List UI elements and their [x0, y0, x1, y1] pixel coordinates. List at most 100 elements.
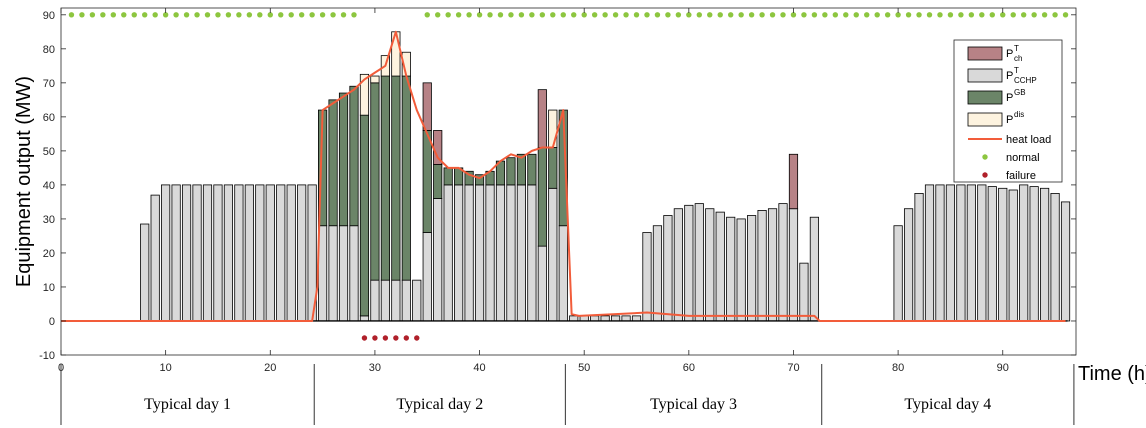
normal-dot-h20 — [267, 12, 273, 18]
bar-P_GB-h27 — [338, 92, 349, 227]
normal-dot-h47 — [550, 12, 556, 18]
bar-P_dis-h29 — [359, 73, 370, 116]
normal-dot-h17 — [236, 12, 242, 18]
bar-P_CCHP_T-h46 — [537, 245, 547, 322]
legend-label-normal: normal — [1006, 152, 1040, 164]
x-tick-label: 90 — [997, 362, 1009, 374]
y-tick-label: 40 — [43, 180, 55, 192]
bar-P_CCHP_T-h95 — [1050, 193, 1060, 322]
normal-dot-h84 — [937, 12, 943, 18]
normal-dot-h73 — [822, 12, 828, 18]
bar-P_CCHP_T-h82 — [914, 193, 924, 322]
normal-dot-h35 — [424, 12, 430, 18]
heat-load-line — [61, 30, 1066, 322]
bar-P_CCHP_T-h38 — [454, 184, 464, 322]
bar-P_CCHP_T-h39 — [464, 184, 474, 322]
normal-dot-h48 — [560, 12, 566, 18]
bar-P_CCHP_T-h13 — [192, 184, 202, 322]
bar-P_CCHP_T-h9 — [150, 194, 160, 322]
bar-P_CCHP_T-h33 — [401, 279, 411, 322]
normal-dot-h86 — [958, 12, 964, 18]
bar-P_GB-h32 — [391, 75, 401, 281]
typical-day-panel: Typical day 1 Typical day 2 Typical day 3 T… — [60, 364, 1075, 425]
normal-dot-h57 — [654, 12, 661, 18]
x-tick-label: 20 — [264, 362, 276, 374]
bar-P_CCHP_T-h70 — [788, 208, 799, 322]
normal-dot-h60 — [686, 12, 692, 18]
day-label-4: Typical day 4 — [904, 396, 991, 413]
normal-dot-h59 — [675, 12, 682, 18]
bar-P_GB-h45 — [527, 153, 537, 186]
legend-label-P_GB: PGB — [1006, 88, 1026, 104]
bar-P_CCHP_T-h28 — [349, 225, 359, 322]
bar-P_CCHP_T-h36 — [433, 198, 443, 322]
bar-P_GB-h36 — [433, 164, 443, 199]
bar-P_CCHP_T-h26 — [328, 225, 338, 322]
bar-P_GB-h31 — [380, 75, 390, 281]
bar-P_ch_T-h35 — [422, 82, 432, 131]
bar-P_CCHP_T-h44 — [516, 184, 526, 322]
normal-dot-h11 — [173, 12, 179, 18]
normal-dot-h9 — [152, 12, 158, 18]
bar-P_CCHP_T-h47 — [548, 187, 558, 322]
normal-dot-h10 — [162, 12, 169, 18]
bar-P_GB-h28 — [349, 85, 359, 227]
normal-dot-h87 — [968, 12, 975, 18]
normal-dot-h44 — [518, 12, 525, 18]
x-tick-label: 40 — [473, 362, 485, 374]
bar-P_CCHP_T-h66 — [747, 215, 757, 322]
bar-P_CCHP_T-h87 — [966, 184, 976, 322]
y-tick-label: -10 — [39, 350, 55, 362]
bar-P_CCHP_T-h30 — [370, 279, 380, 322]
y-axis-title: Equipment output (MW) — [13, 76, 35, 287]
legend-swatch-P_GB — [967, 90, 1003, 105]
bar-P_CCHP_T-h51 — [590, 315, 600, 322]
normal-dot-h85 — [947, 12, 954, 18]
normal-dot-h66 — [748, 12, 755, 18]
normal-dot-h53 — [612, 12, 619, 18]
bar-P_CCHP_T-h92 — [1019, 184, 1029, 322]
bar-P_GB-h44 — [516, 153, 526, 186]
normal-dot-h12 — [183, 12, 190, 18]
normal-dot-h91 — [1010, 12, 1016, 18]
y-tick-label: 70 — [43, 78, 55, 90]
y-tick-label: 90 — [43, 10, 55, 22]
normal-dot-h89 — [989, 12, 995, 18]
x-tick-label: 30 — [369, 362, 381, 374]
bar-P_CCHP_T-h22 — [286, 184, 296, 322]
x-axis-title: Time (h) — [1078, 363, 1146, 385]
bar-P_CCHP_T-h86 — [956, 184, 966, 322]
bar-P_dis-h30 — [370, 75, 380, 84]
normal-dot-h68 — [769, 12, 776, 18]
bar-P_CCHP_T-h83 — [924, 184, 935, 322]
bar-P_CCHP_T-h71 — [799, 262, 809, 322]
axes: -100102030405060708090010203040506070809… — [13, 7, 1146, 385]
normal-dot-h13 — [194, 12, 200, 18]
normal-dot-h39 — [466, 12, 472, 18]
bar-P_CCHP_T-h67 — [757, 210, 767, 322]
normal-dot-h38 — [455, 12, 462, 18]
bar-P_GB-h39 — [464, 170, 474, 186]
bar-P_CCHP_T-h65 — [736, 218, 746, 322]
legend-label-P_CCHP_T: PT CCHP — [1006, 66, 1037, 85]
normal-dot-h56 — [644, 12, 650, 18]
normal-dot-h22 — [288, 12, 294, 18]
bar-P_CCHP_T-h62 — [705, 208, 715, 322]
bar-P_GB-h35 — [422, 130, 432, 233]
bar-P_CCHP_T-h64 — [726, 216, 736, 322]
normal-dot-h67 — [759, 12, 765, 18]
bar-P_GB-h37 — [443, 167, 453, 186]
normal-dot-h46 — [539, 12, 546, 18]
normal-dot-h80 — [895, 12, 901, 18]
bar-P_CCHP_T-h53 — [611, 315, 621, 322]
normal-dot-h94 — [1041, 12, 1048, 18]
legend-swatch-failure — [982, 172, 988, 178]
day-label-3: Typical day 3 — [650, 396, 737, 413]
bar-P_CCHP_T-h58 — [663, 215, 673, 322]
bar-P_ch_T-h46 — [537, 89, 547, 148]
stacked-bars — [61, 8, 1076, 355]
plot-area — [61, 8, 1076, 355]
x-tick-label: 50 — [578, 362, 590, 374]
bar-P_CCHP_T-h61 — [694, 203, 704, 322]
bar-P_CCHP_T-h88 — [977, 184, 987, 322]
